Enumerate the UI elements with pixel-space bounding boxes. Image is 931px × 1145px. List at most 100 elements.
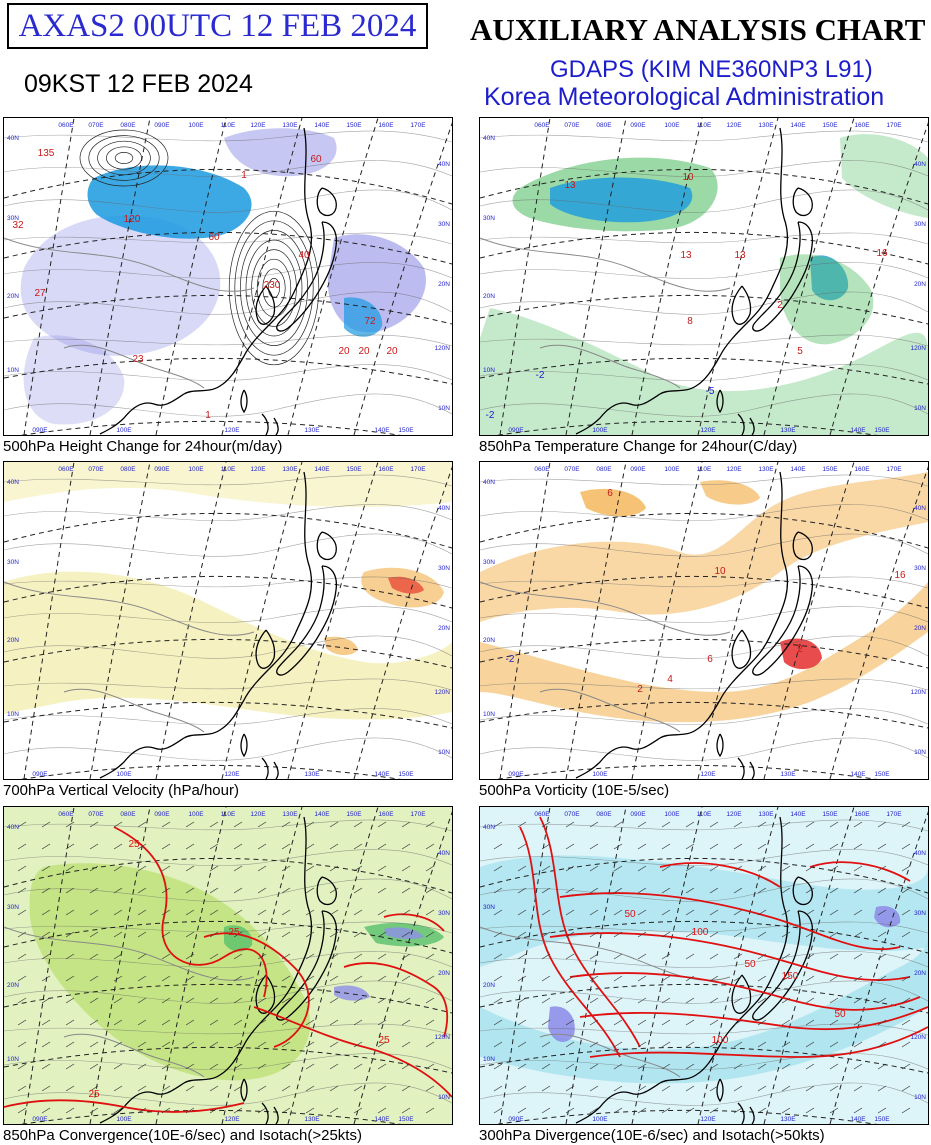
lat-label-right: 120N (434, 689, 450, 696)
coastline (99, 127, 338, 435)
lon-label-bottom: 090E (32, 771, 48, 778)
borders (480, 581, 731, 733)
shade-area (344, 297, 383, 337)
lon-label-top: 140E (790, 122, 806, 129)
lat-label-left: 10N (483, 1056, 495, 1063)
shade-area (224, 128, 337, 177)
lon-label-top: 060E (534, 466, 550, 473)
lon-label-top: 080E (120, 122, 136, 129)
contour-value-label: 50 (834, 1009, 846, 1020)
map-temp-change: 060E 070E 080E 090E 100E 110E 120E 130E 140E 150E… (480, 118, 928, 435)
lon-label-bottom: 100E (116, 427, 132, 434)
lon-label-top: 170E (886, 466, 902, 473)
contour-value-label: 20 (386, 346, 398, 357)
lon-label-top: 160E (378, 466, 394, 473)
contour-value-label: 60 (310, 154, 322, 165)
lat-label-right: 40N (914, 850, 926, 857)
shade-area (4, 571, 452, 720)
shade-area (480, 582, 928, 723)
lon-label-top: 100E (664, 811, 680, 818)
lon-label-top: 160E (378, 811, 394, 818)
map-height-change: 060E 070E 080E 090E 100E 110E 120E 130E 140E 150E… (4, 118, 452, 435)
panel-convergence: 060E 070E 080E 090E 100E 110E 120E 130E 140E 150E… (3, 806, 453, 1125)
contour-value-label: 150 (782, 971, 799, 982)
lat-label-right: 30N (914, 221, 926, 228)
lon-label-top: 080E (596, 811, 612, 818)
shade-area (334, 985, 370, 1001)
lon-label-top: 060E (58, 122, 74, 129)
lat-label-right: 30N (438, 221, 450, 228)
lat-label-left: 20N (7, 293, 19, 300)
contour-value-label: 2 (777, 300, 783, 311)
map-divergence: 060E 070E 080E 090E 100E 110E 120E 130E 140E 150E… (480, 807, 928, 1124)
lon-label-top: 140E (790, 811, 806, 818)
contour-value-label: 23 (132, 354, 144, 365)
lat-label-left: 10N (7, 711, 19, 718)
lat-label-right: 10N (438, 749, 450, 756)
lon-label-bottom: 090E (32, 1116, 48, 1123)
isotach-lines (4, 826, 452, 1113)
contour-value-label: 13 (564, 180, 576, 191)
borders (4, 926, 255, 1078)
lon-label-top: 080E (120, 466, 136, 473)
contour-value-label: 27 (34, 288, 46, 299)
lat-label-right: 40N (914, 161, 926, 168)
lon-label-top: 130E (758, 466, 774, 473)
graticule (480, 807, 928, 1124)
lon-label-top: 090E (154, 122, 170, 129)
lon-label-top: 130E (758, 122, 774, 129)
lat-label-right: 10N (914, 1094, 926, 1101)
shade-area (874, 905, 901, 928)
borders (4, 581, 255, 733)
panel-temp-change: 060E 070E 080E 090E 100E 110E 120E 130E 140E 150E… (479, 117, 929, 436)
caption-convergence: 850hPa Convergence(10E-6/sec) and Isotac… (3, 1127, 362, 1144)
lon-label-bottom: 150E (398, 771, 414, 778)
lon-label-top: 100E (188, 811, 204, 818)
contour-value-label: -2 (506, 654, 515, 665)
coastline (575, 127, 814, 435)
lat-label-right: 10N (438, 1094, 450, 1101)
contour-lines (480, 819, 928, 1106)
lon-label-bottom: 140E (374, 771, 390, 778)
lon-label-top: 110E (221, 122, 236, 129)
lon-label-bottom: 120E (224, 427, 240, 434)
lat-label-left: 40N (483, 135, 495, 142)
shade-area (700, 480, 760, 505)
lon-label-top: 170E (410, 811, 426, 818)
lat-label-right: 120N (910, 1034, 926, 1041)
lon-label-top: 110E (697, 811, 712, 818)
borders (4, 237, 255, 389)
lat-label-right: 120N (434, 345, 450, 352)
contour-lines (480, 130, 928, 417)
shade-area (384, 927, 424, 940)
contour-value-label: 72 (364, 316, 376, 327)
shade-area (780, 254, 874, 345)
lat-label-left: 40N (483, 479, 495, 486)
shade-area (388, 576, 424, 594)
contour-value-label: 10 (714, 566, 726, 577)
lat-label-left: 20N (483, 637, 495, 644)
lon-label-top: 150E (346, 122, 362, 129)
lat-label-left: 30N (483, 215, 495, 222)
lon-label-top: 120E (726, 811, 742, 818)
map-convergence: 060E 070E 080E 090E 100E 110E 120E 130E 140E 150E… (4, 807, 452, 1124)
lon-label-top: 120E (250, 466, 266, 473)
caption-height-change: 500hPa Height Change for 24hour(m/day) (3, 438, 283, 455)
lon-label-top: 160E (854, 811, 870, 818)
lon-label-bottom: 130E (780, 771, 796, 778)
lat-label-right: 20N (438, 625, 450, 632)
contour-value-label: 13 (734, 250, 746, 261)
lon-label-top: 060E (58, 466, 74, 473)
lat-label-right: 30N (438, 910, 450, 917)
contour-value-label: 8 (687, 316, 693, 327)
borders (480, 237, 731, 389)
lon-label-bottom: 140E (850, 771, 866, 778)
shade-area (87, 165, 252, 239)
contour-value-label: 6 (707, 654, 713, 665)
model-name: GDAPS (KIM NE360NP3 L91) (550, 56, 873, 83)
map-vertical-velocity: 060E 070E 080E 090E 100E 110E 120E 130E 140E 150E… (4, 462, 452, 779)
map-vorticity: 060E 070E 080E 090E 100E 110E 120E 130E 140E 150E… (480, 462, 928, 779)
lon-label-top: 120E (726, 122, 742, 129)
panel-height-change: 060E 070E 080E 090E 100E 110E 120E 130E 140E 150E… (3, 117, 453, 436)
lat-label-right: 30N (914, 910, 926, 917)
